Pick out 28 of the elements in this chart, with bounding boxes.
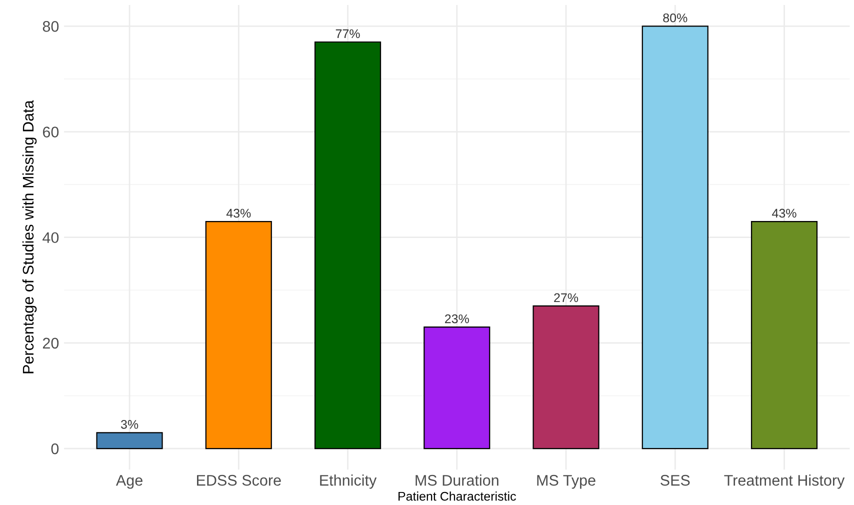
data-label: 3%: [120, 420, 138, 429]
x-tick-label: Treatment History: [724, 474, 845, 489]
data-label: 80%: [663, 13, 688, 22]
data-label: 23%: [445, 314, 469, 324]
bar: [96, 432, 163, 450]
x-tick-label: SES: [660, 474, 690, 486]
data-label: 77%: [336, 29, 360, 38]
bar: [642, 26, 708, 450]
bar: [750, 220, 818, 450]
x-tick-label: EDSS Score: [197, 474, 281, 486]
bar: [205, 220, 272, 450]
data-label: 27%: [554, 293, 578, 302]
data-label: 43%: [772, 208, 796, 218]
x-tick-label: Ethnicity: [320, 474, 377, 489]
bar: [532, 305, 600, 450]
y-tick-label: 60: [42, 126, 59, 138]
y-tick-label: 40: [42, 232, 59, 244]
data-label: 43%: [226, 208, 251, 218]
y-tick-label: 20: [42, 338, 59, 349]
y-axis-title: Percentage of Studies with Missing Data: [22, 100, 37, 374]
x-tick-label: MS Type: [537, 474, 596, 489]
x-tick-label: MS Duration: [416, 474, 498, 486]
x-axis-title: Patient Characteristic: [398, 492, 516, 501]
y-tick-label: 0: [51, 443, 59, 454]
y-tick-label: 80: [42, 21, 59, 32]
bar: [424, 326, 490, 450]
x-tick-label: Age: [116, 475, 142, 489]
bar: [314, 41, 382, 450]
